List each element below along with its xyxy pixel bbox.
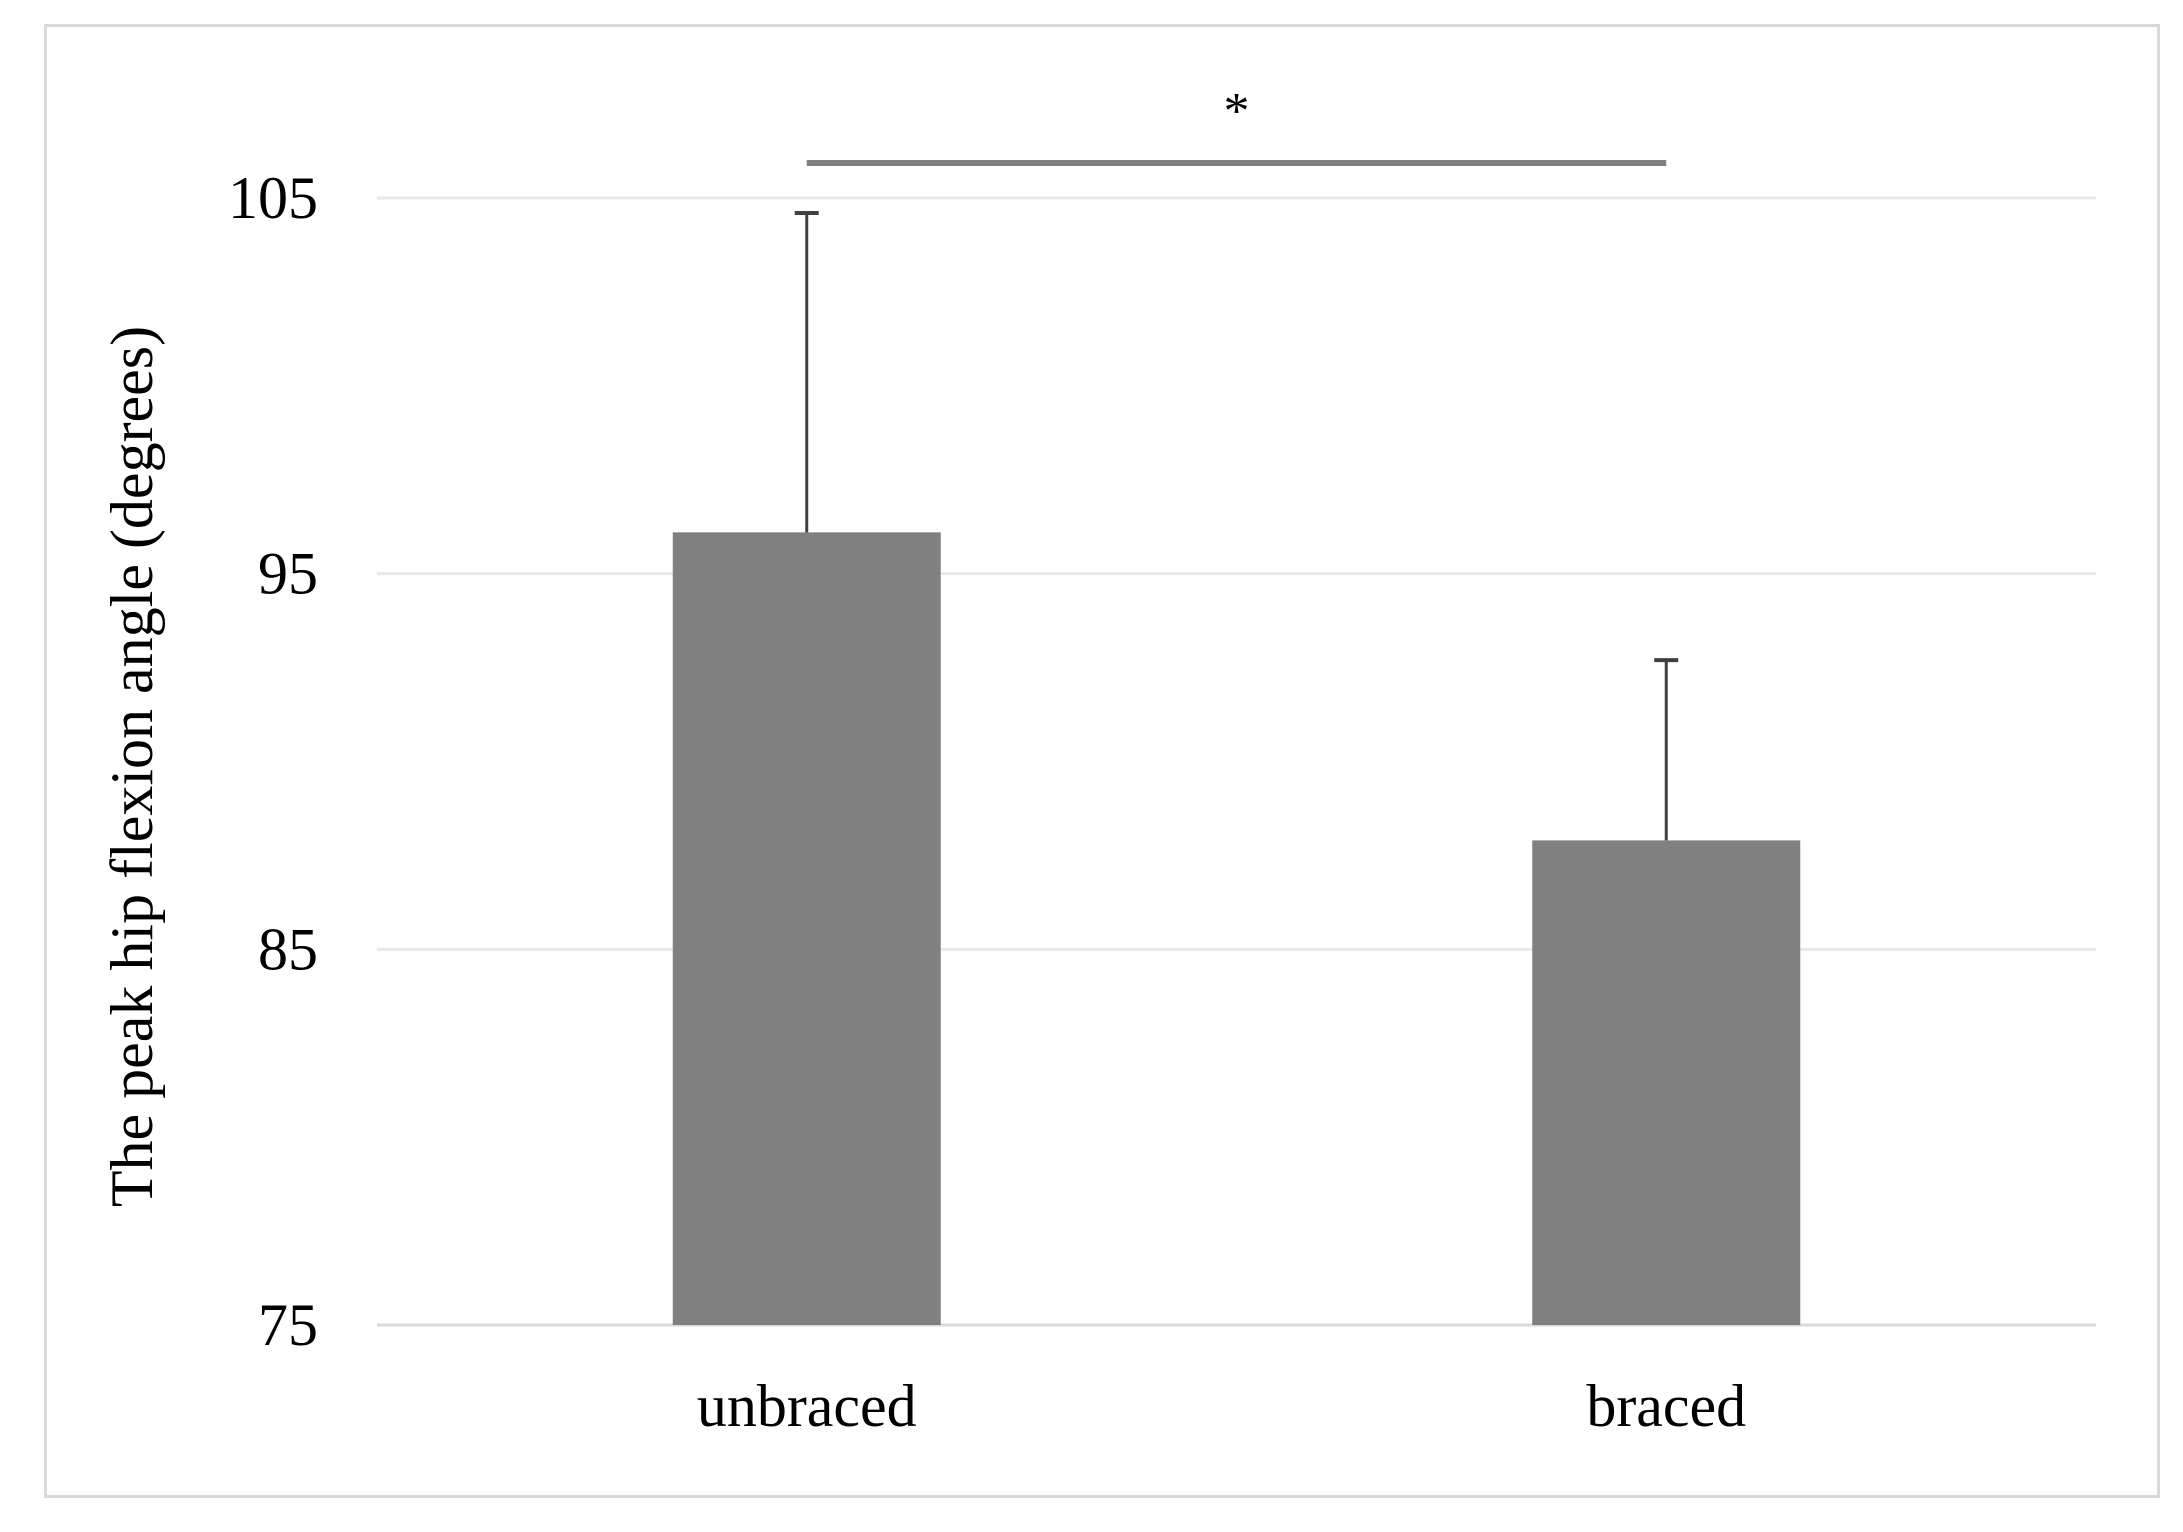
y-tick-label: 85: [258, 916, 318, 982]
y-tick-label: 95: [258, 541, 318, 607]
y-axis-title: The peak hip flexion angle (degrees): [99, 326, 165, 1207]
x-category-label: unbraced: [697, 1373, 917, 1439]
chart-frame: [44, 24, 2160, 1498]
x-category-labels: unbraced braced: [697, 1373, 1746, 1439]
bar-braced: [1532, 840, 1801, 1325]
bar-unbraced: [672, 532, 941, 1325]
bars: [672, 532, 1801, 1325]
y-tick-label: 75: [258, 1292, 318, 1358]
gridlines: [377, 196, 2096, 1327]
significance-annotation: *: [806, 83, 1667, 166]
significance-star: *: [1224, 83, 1250, 140]
error-bars: [794, 211, 1679, 841]
y-tick-label: 105: [228, 165, 318, 231]
y-tick-labels: 75 85 95 105: [228, 165, 318, 1358]
x-category-label: braced: [1586, 1373, 1746, 1439]
